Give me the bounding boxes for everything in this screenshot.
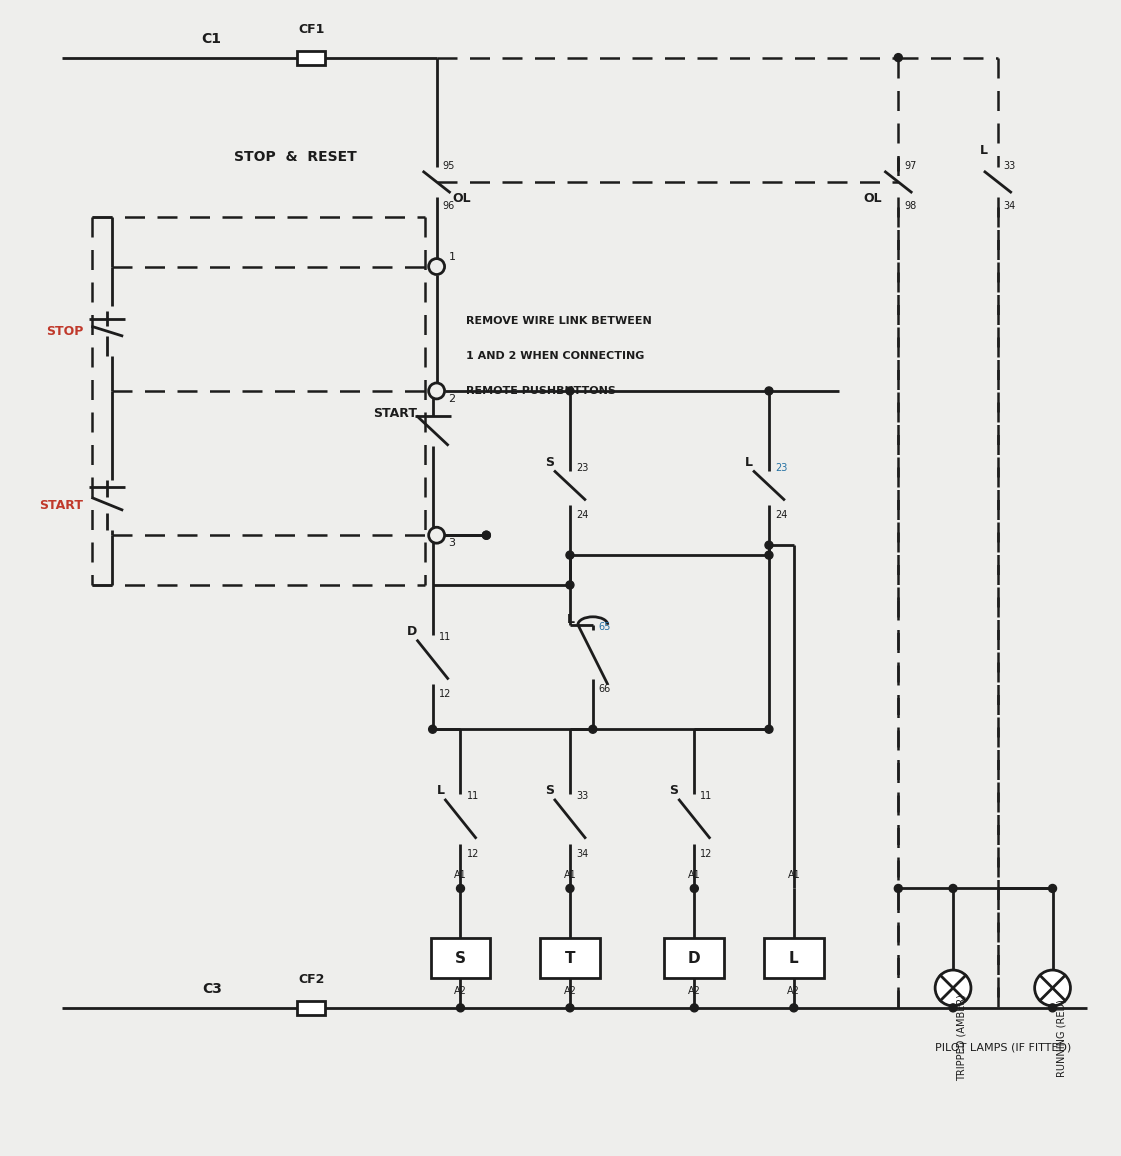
Circle shape: [428, 383, 445, 399]
Text: A1: A1: [787, 870, 800, 881]
Text: L: L: [567, 614, 575, 627]
Text: D: D: [688, 950, 701, 965]
Text: 11: 11: [438, 631, 451, 642]
Text: A1: A1: [688, 870, 701, 881]
Circle shape: [691, 884, 698, 892]
Text: REMOTE PUSHBUTTONS: REMOTE PUSHBUTTONS: [466, 386, 617, 397]
Text: 12: 12: [701, 849, 713, 859]
Text: 33: 33: [1003, 161, 1016, 171]
Circle shape: [935, 970, 971, 1006]
Circle shape: [428, 527, 445, 543]
Text: A2: A2: [564, 986, 576, 996]
Text: 34: 34: [1003, 201, 1016, 210]
Circle shape: [482, 532, 490, 539]
Circle shape: [765, 551, 773, 560]
Text: A1: A1: [454, 870, 466, 881]
Text: 23: 23: [775, 462, 787, 473]
Text: C3: C3: [202, 981, 222, 996]
Text: 97: 97: [905, 161, 917, 171]
Text: L: L: [980, 144, 988, 157]
Circle shape: [765, 725, 773, 733]
Text: 23: 23: [576, 462, 589, 473]
Circle shape: [482, 532, 490, 539]
Text: 96: 96: [443, 201, 455, 210]
Text: STOP  &  RESET: STOP & RESET: [234, 150, 356, 164]
Text: 1 AND 2 WHEN CONNECTING: 1 AND 2 WHEN CONNECTING: [466, 351, 645, 361]
Text: S: S: [455, 950, 466, 965]
Text: START: START: [372, 407, 417, 421]
Circle shape: [949, 884, 957, 892]
Text: 33: 33: [576, 791, 589, 801]
Text: L: L: [436, 785, 445, 798]
Text: 2: 2: [448, 394, 455, 403]
Text: START: START: [39, 499, 83, 512]
Text: OL: OL: [864, 192, 882, 206]
Text: S: S: [669, 785, 678, 798]
Circle shape: [790, 1003, 798, 1012]
Circle shape: [1048, 884, 1056, 892]
Text: PILOT LAMPS (IF FITTED): PILOT LAMPS (IF FITTED): [935, 1043, 1071, 1053]
Circle shape: [765, 387, 773, 395]
Text: 11: 11: [466, 791, 479, 801]
Circle shape: [428, 725, 436, 733]
Circle shape: [691, 1003, 698, 1012]
Text: A2: A2: [454, 986, 467, 996]
Text: TRIPPED (AMBER): TRIPPED (AMBER): [957, 994, 967, 1081]
Text: CF2: CF2: [298, 973, 324, 986]
Text: 95: 95: [443, 161, 455, 171]
Text: 12: 12: [466, 849, 479, 859]
Circle shape: [895, 884, 902, 892]
Text: 11: 11: [701, 791, 713, 801]
Bar: [297, 51, 325, 65]
Text: 66: 66: [599, 684, 611, 695]
Text: RUNNING (RED): RUNNING (RED): [1056, 999, 1066, 1076]
Text: A2: A2: [787, 986, 800, 996]
Circle shape: [566, 1003, 574, 1012]
Text: S: S: [545, 785, 554, 798]
Circle shape: [566, 581, 574, 588]
Text: A1: A1: [564, 870, 576, 881]
Circle shape: [589, 725, 596, 733]
Circle shape: [1035, 970, 1071, 1006]
Text: 24: 24: [775, 510, 787, 520]
Circle shape: [949, 1003, 957, 1012]
Text: REMOVE WIRE LINK BETWEEN: REMOVE WIRE LINK BETWEEN: [466, 317, 652, 326]
Circle shape: [456, 884, 464, 892]
Circle shape: [428, 259, 445, 274]
Text: 1: 1: [448, 252, 455, 261]
Text: L: L: [745, 457, 753, 469]
Bar: [430, 939, 490, 978]
Circle shape: [765, 541, 773, 549]
Bar: [765, 939, 824, 978]
Circle shape: [1048, 1003, 1056, 1012]
Text: T: T: [565, 950, 575, 965]
Text: STOP: STOP: [46, 325, 83, 338]
Text: L: L: [789, 950, 798, 965]
Text: 34: 34: [576, 849, 589, 859]
Circle shape: [456, 1003, 464, 1012]
Text: 24: 24: [576, 510, 589, 520]
Bar: [665, 939, 724, 978]
Text: 3: 3: [448, 539, 455, 548]
Circle shape: [566, 551, 574, 560]
Text: 12: 12: [438, 689, 451, 699]
Bar: [297, 1001, 325, 1015]
Circle shape: [566, 884, 574, 892]
Bar: [540, 939, 600, 978]
Circle shape: [566, 387, 574, 395]
Text: C1: C1: [202, 31, 222, 45]
Text: A2: A2: [688, 986, 701, 996]
Text: D: D: [407, 625, 417, 638]
Text: 98: 98: [905, 201, 917, 210]
Circle shape: [895, 53, 902, 61]
Text: S: S: [545, 457, 554, 469]
Text: 65: 65: [599, 622, 611, 631]
Text: OL: OL: [453, 192, 471, 206]
Text: CF1: CF1: [298, 23, 324, 36]
